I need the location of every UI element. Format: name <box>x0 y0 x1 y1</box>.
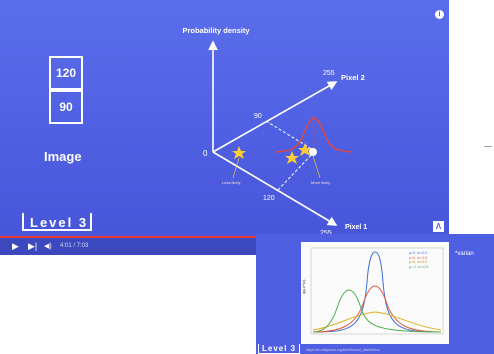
time-display: 4:01 / 7:03 <box>60 243 89 249</box>
pixel2-max-label: 255 <box>323 70 335 77</box>
less-likely-label: Less likely <box>222 180 240 185</box>
gaussian-curve <box>274 117 353 153</box>
svg-text:φμ,σ²(x): φμ,σ²(x) <box>301 279 306 294</box>
star-mid <box>285 151 299 164</box>
star-less-likely <box>232 146 246 159</box>
channel-logo-icon[interactable]: Λ <box>433 221 444 232</box>
curve-red <box>312 285 442 333</box>
probability-diagram: Probability density 0 90 255 Pixel 2 120… <box>182 26 367 237</box>
thumbnail-plot: φμ,σ²(x) μ=0, σ²=0.2 μ=0, σ²=1.0 μ=0, σ²… <box>301 242 449 344</box>
pixel2-axis-label: Pixel 2 <box>341 73 365 82</box>
image-label: Image <box>44 149 82 164</box>
thumbnail-url: https://en.wikipedia.org/wiki/Normal_dis… <box>306 348 380 352</box>
origin-label: 0 <box>203 149 208 158</box>
pixel1-axis <box>212 151 338 226</box>
progress-bar[interactable] <box>0 236 449 238</box>
level-label: Level 3 <box>22 213 92 231</box>
pixel2-guide <box>265 120 316 152</box>
pixel1-axis-label: Pixel 1 <box>345 224 367 231</box>
video-slide[interactable]: i 120 90 Image Probability density 0 90 … <box>0 0 449 255</box>
legend-item: μ=0, σ²=1.0 <box>409 255 428 260</box>
pixel-value-bottom: 90 <box>49 90 83 124</box>
legend-item: μ=-2, σ²=0.5 <box>409 264 429 269</box>
thumbnail-legend: μ=0, σ²=0.2 μ=0, σ²=1.0 μ=0, σ²=5.0 μ=-2… <box>409 251 445 269</box>
pixel1-guide <box>277 150 316 191</box>
y-axis-label: Probability density <box>182 26 250 35</box>
curve-blue <box>312 251 442 333</box>
divider-dash <box>484 146 492 147</box>
mean-point <box>309 148 317 156</box>
legend-item: μ=0, σ²=5.0 <box>409 260 428 264</box>
info-icon[interactable]: i <box>435 10 444 19</box>
pixel2-tick-label: 90 <box>254 113 262 120</box>
legend-item: μ=0, σ²=0.2 <box>409 251 428 255</box>
progress-fill <box>0 236 405 238</box>
pixel-value-top: 120 <box>49 56 83 90</box>
curve-yellow <box>312 311 442 331</box>
variance-text: *varian <box>455 251 474 257</box>
play-icon[interactable]: ▶ <box>12 241 19 251</box>
normal-distribution-plot: φμ,σ²(x) <box>301 247 444 335</box>
pixel1-max-label: 255 <box>320 230 332 237</box>
volume-icon[interactable]: ◀) <box>44 243 52 250</box>
curve-green <box>312 289 442 333</box>
next-icon[interactable]: ▶| <box>28 241 38 251</box>
thumbnail-preview[interactable]: φμ,σ²(x) μ=0, σ²=0.2 μ=0, σ²=1.0 μ=0, σ²… <box>256 234 494 354</box>
pixel1-tick-label: 120 <box>263 195 275 202</box>
pixel2-axis <box>212 81 338 153</box>
more-likely-label: More likely <box>311 180 330 185</box>
star-more-likely <box>298 143 312 156</box>
thumbnail-level-label: Level 3 <box>258 344 301 354</box>
